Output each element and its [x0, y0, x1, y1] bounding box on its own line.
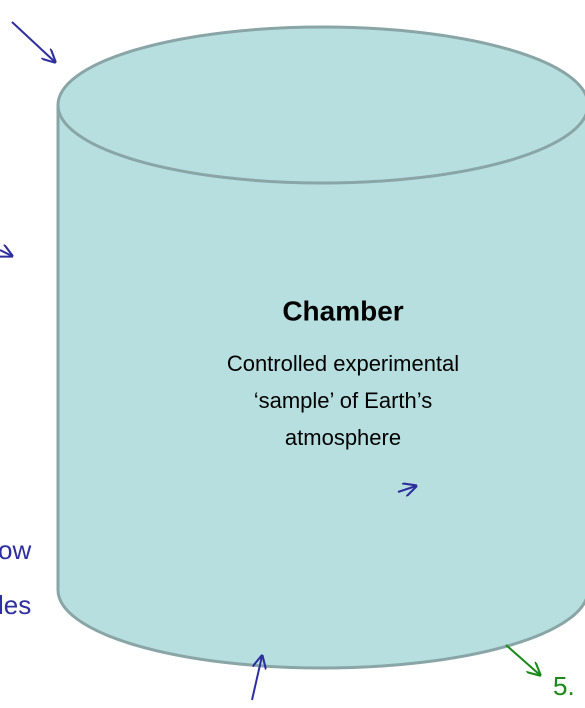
arrow	[11, 21, 55, 62]
chamber-title: Chamber	[282, 295, 403, 326]
label-fragment: 5.	[553, 671, 575, 701]
cylinder	[56, 25, 585, 670]
chamber-description: ‘sample’ of Earth’s	[254, 388, 433, 413]
label-fragment: ow	[0, 535, 31, 565]
label-fragment: les	[0, 590, 31, 620]
arrow	[505, 644, 540, 675]
arrow	[0, 250, 12, 256]
arrow	[251, 656, 262, 701]
chamber-description: atmosphere	[285, 425, 401, 450]
arrow	[397, 486, 416, 492]
chamber-description: Controlled experimental	[227, 351, 459, 376]
